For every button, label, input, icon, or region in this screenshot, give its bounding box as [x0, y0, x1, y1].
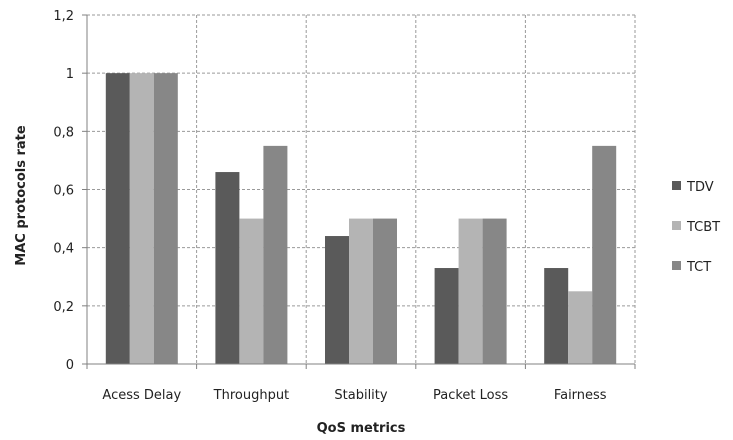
- y-axis-title: MAC protocols rate: [14, 125, 29, 266]
- bar-tcbt: [129, 73, 154, 365]
- y-tick-label: 1: [66, 67, 74, 82]
- bar-tcbt: [458, 218, 483, 364]
- legend-swatch-tct: [672, 261, 681, 270]
- bar-tct: [592, 145, 617, 364]
- y-tick-label: 0,2: [53, 300, 74, 315]
- x-tick-label: Throughput: [213, 388, 290, 403]
- legend-label-tdv: TDV: [686, 180, 714, 195]
- y-tick-label: 0: [66, 358, 74, 373]
- bar-tct: [373, 218, 397, 364]
- x-tick-label: Fairness: [554, 388, 607, 403]
- legend-swatch-tcbt: [672, 221, 681, 230]
- bar-tdv: [544, 268, 569, 364]
- legend: TDV TCBT TCT: [672, 180, 720, 275]
- bar-tcbt: [239, 218, 264, 364]
- x-tick-label: Acess Delay: [102, 388, 181, 403]
- bars: [105, 73, 617, 365]
- x-tick-label: Stability: [334, 388, 388, 403]
- bar-tdv: [215, 172, 240, 364]
- tick-labels: 0 0,2 0,4 0,6 0,8 1 1,2 Acess Delay Throughput St…: [53, 9, 606, 403]
- bar-tcbt: [568, 291, 593, 364]
- x-tick-label: Packet Loss: [433, 388, 508, 403]
- legend-swatch-tdv: [672, 181, 681, 190]
- grid: [87, 14, 636, 364]
- bar-tct: [153, 73, 178, 365]
- bar-tdv: [105, 73, 130, 365]
- legend-label-tct: TCT: [686, 260, 711, 275]
- bar-tdv: [434, 268, 459, 364]
- x-axis-title: QoS metrics: [317, 421, 406, 436]
- y-tick-label: 0,4: [53, 242, 74, 257]
- y-tick-label: 0,8: [53, 125, 74, 140]
- bar-tct: [482, 218, 507, 364]
- y-tick-label: 0,6: [53, 184, 74, 199]
- axes: [82, 14, 636, 369]
- bar-tcbt: [349, 218, 373, 364]
- bar-tct: [263, 145, 288, 364]
- legend-label-tcbt: TCBT: [686, 220, 720, 235]
- bar-tdv: [325, 236, 349, 364]
- y-tick-label: 1,2: [53, 9, 74, 24]
